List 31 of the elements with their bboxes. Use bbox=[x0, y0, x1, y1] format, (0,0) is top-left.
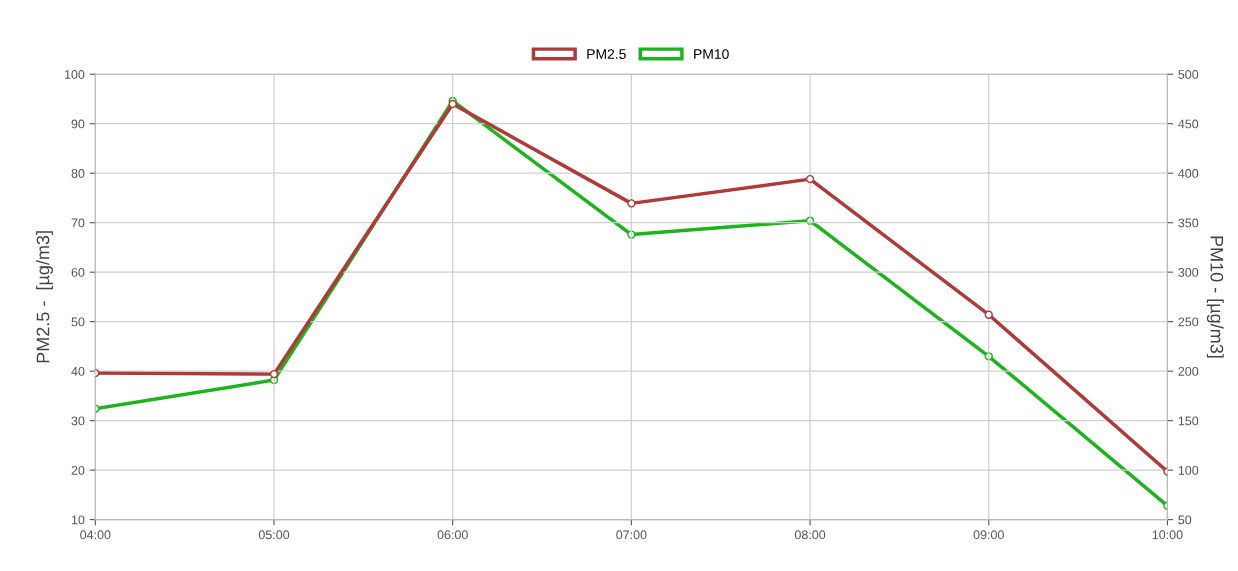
x-tick-label: 06:00 bbox=[437, 530, 468, 540]
y-tick-label: 70 bbox=[71, 218, 85, 228]
y2-tick-label: 50 bbox=[1178, 515, 1192, 525]
x-tick-label: 09:00 bbox=[973, 530, 1004, 540]
x-tick-label: 04:00 bbox=[80, 530, 111, 540]
y-tick-label: 80 bbox=[71, 169, 85, 178]
y-tick-label: 100 bbox=[65, 70, 85, 79]
y2-tick-label: 400 bbox=[1178, 169, 1199, 178]
y-tick-label: 10 bbox=[71, 515, 85, 525]
y2-tick-label: 200 bbox=[1178, 366, 1199, 376]
y2-axis-title: PM10 - [µg/m3] bbox=[1206, 236, 1224, 358]
y2-tick-label: 250 bbox=[1178, 317, 1199, 327]
x-tick-label: 10:00 bbox=[1152, 530, 1183, 540]
y2-tick-label: 350 bbox=[1178, 218, 1199, 228]
y2-tick-label: 450 bbox=[1178, 119, 1199, 129]
x-tick-label: 07:00 bbox=[616, 530, 647, 540]
y2-tick-label: 100 bbox=[1178, 465, 1199, 475]
y-axis-title: PM2.5 - [µg/m3] bbox=[36, 231, 53, 363]
y-tick-label: 60 bbox=[71, 267, 85, 277]
y-tick-label: 30 bbox=[71, 416, 85, 426]
y-tick-label: 40 bbox=[71, 366, 85, 376]
x-tick-label: 08:00 bbox=[794, 530, 826, 540]
y-tick-label: 90 bbox=[71, 119, 85, 129]
y2-tick-label: 150 bbox=[1178, 416, 1199, 426]
y-tick-label: 50 bbox=[71, 317, 85, 327]
legend-label: PM10 bbox=[694, 49, 729, 59]
x-tick-label: 05:00 bbox=[258, 530, 290, 540]
y-tick-label: 20 bbox=[71, 465, 85, 475]
y2-tick-label: 300 bbox=[1178, 267, 1199, 277]
y2-tick-label: 500 bbox=[1178, 70, 1199, 79]
legend-label: PM2.5 bbox=[587, 49, 626, 59]
